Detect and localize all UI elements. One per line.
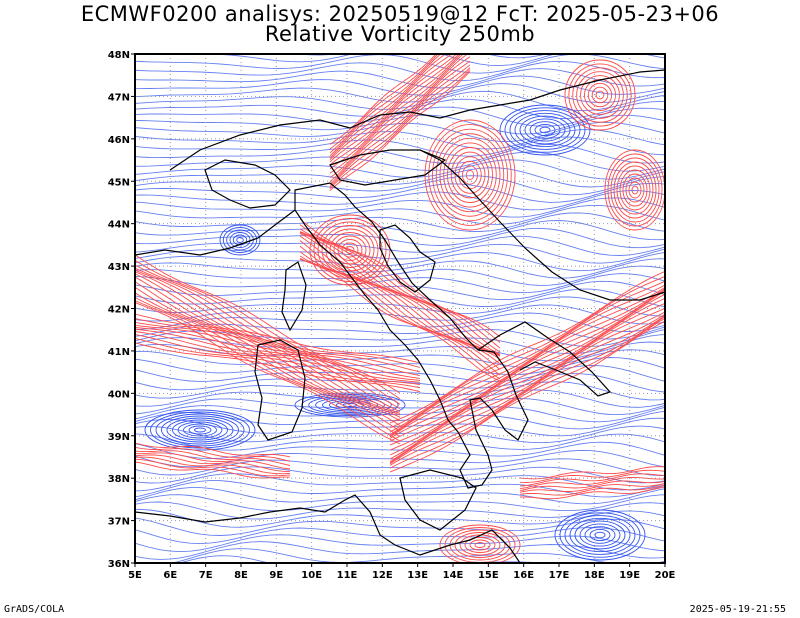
coastlines <box>135 69 665 563</box>
corsica-coastline <box>281 261 307 332</box>
map-title-line2: Relative Vorticity 250mb <box>264 22 536 46</box>
lon-label-10E: 10E <box>301 570 322 581</box>
lat-label-47N: 47N <box>108 92 130 103</box>
lat-label-43N: 43N <box>108 262 130 273</box>
footer-software-label: GrADS/COLA <box>4 604 65 615</box>
lon-label-6E: 6E <box>163 570 177 581</box>
lon-label-14E: 14E <box>443 570 464 581</box>
africa-coastline <box>135 494 521 563</box>
lon-label-8E: 8E <box>234 570 248 581</box>
france-coastline <box>135 209 296 256</box>
sicily-coastline <box>399 469 477 531</box>
lat-label-46N: 46N <box>108 135 130 146</box>
austria-border <box>329 149 447 186</box>
lat-label-45N: 45N <box>108 177 130 188</box>
lat-label-37N: 37N <box>108 517 130 528</box>
lat-lon-grid <box>135 54 665 563</box>
lat-label-38N: 38N <box>108 474 130 485</box>
lon-label-7E: 7E <box>199 570 213 581</box>
lat-label-36N: 36N <box>108 559 130 570</box>
map-title-line1: ECMWF0200 analisys: 20250519@12 FcT: 202… <box>80 2 720 26</box>
apulia-coastline <box>477 321 612 397</box>
lon-label-12E: 12E <box>372 570 393 581</box>
italy-coastline <box>294 182 529 489</box>
sardinia-coastline <box>254 339 306 441</box>
latitude-labels: 36N 37N 38N 39N 40N 41N 42N 43N 44N 45N 46N 47N 48N <box>108 50 130 570</box>
swiss-border <box>204 159 291 209</box>
lon-label-20E: 20E <box>655 570 676 581</box>
lon-label-15E: 15E <box>478 570 499 581</box>
lon-label-11E: 11E <box>337 570 358 581</box>
lat-label-41N: 41N <box>108 347 130 358</box>
inland-borders <box>379 224 436 293</box>
lon-label-19E: 19E <box>619 570 640 581</box>
lat-label-39N: 39N <box>108 432 130 443</box>
lon-label-5E: 5E <box>128 570 142 581</box>
lon-label-9E: 9E <box>269 570 283 581</box>
longitude-labels: 5E 6E 7E 8E 9E 10E 11E 12E 13E 14E 15E 16E 17E 18E 19E… <box>128 570 675 581</box>
lon-label-17E: 17E <box>549 570 570 581</box>
balkan-coastline <box>419 149 665 301</box>
lat-label-48N: 48N <box>108 50 130 61</box>
lat-label-42N: 42N <box>108 305 130 316</box>
axis-ticks <box>131 53 666 567</box>
lat-label-40N: 40N <box>108 389 130 400</box>
lon-label-18E: 18E <box>584 570 605 581</box>
footer-timestamp: 2025-05-19-21:55 <box>689 604 786 615</box>
alpine-borders <box>169 69 665 171</box>
lon-label-16E: 16E <box>513 570 534 581</box>
lat-label-44N: 44N <box>108 220 130 231</box>
lon-label-13E: 13E <box>407 570 428 581</box>
